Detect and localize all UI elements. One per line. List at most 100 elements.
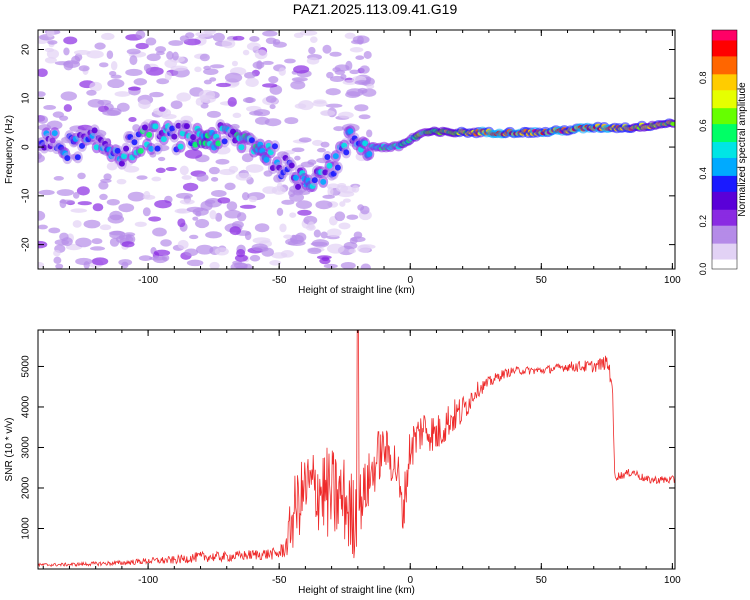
colorbar-frame bbox=[711, 29, 738, 270]
colorbar-cell bbox=[712, 67, 737, 71]
spectrogram-noise-blob bbox=[251, 243, 268, 252]
colorbar-cell bbox=[712, 221, 737, 224]
spectrogram-noise-blob bbox=[158, 106, 166, 112]
spectrogram-noise-blob bbox=[320, 231, 328, 239]
spectrogram-noise-blob bbox=[329, 75, 345, 82]
spectrogram-noise-blob bbox=[116, 102, 130, 112]
colorbar-cell bbox=[712, 97, 737, 101]
spectrogram-noise-blob bbox=[254, 49, 268, 60]
colorbar-cell bbox=[712, 35, 737, 39]
spectrogram-noise-blob bbox=[176, 208, 187, 214]
spectrogram-noise-blob bbox=[164, 59, 178, 68]
spectrogram-noise-blob bbox=[75, 257, 93, 266]
colorbar-tick-label: 0.4 bbox=[698, 167, 708, 180]
colorbar-cell bbox=[712, 235, 737, 238]
spectrogram-noise-blob bbox=[285, 238, 299, 246]
spectrogram-noise-blob bbox=[135, 30, 146, 40]
colorbar-cell bbox=[712, 129, 737, 133]
colorbar-cell bbox=[712, 77, 737, 81]
spectrogram-noise-blob bbox=[157, 156, 166, 162]
spectrogram-noise-blob bbox=[53, 249, 61, 257]
spectrogram-noise-blob bbox=[326, 228, 342, 238]
colorbar-cell bbox=[712, 51, 737, 55]
spec-ylabel: Frequency (Hz) bbox=[4, 115, 15, 184]
spectrogram-noise-blob bbox=[246, 42, 261, 51]
colorbar-cell bbox=[712, 209, 737, 212]
colorbar-cell bbox=[712, 57, 737, 61]
colorbar-cell bbox=[712, 153, 737, 156]
colorbar-cell bbox=[712, 85, 737, 89]
spectrogram-noise-blob bbox=[264, 118, 282, 127]
colorbar-cell bbox=[712, 223, 737, 226]
spectrogram-noise-blob bbox=[107, 78, 125, 89]
spectrogram-noise-blob bbox=[136, 175, 148, 180]
colorbar-cell bbox=[712, 75, 737, 79]
spec-xtick-label: -50 bbox=[272, 275, 287, 286]
spectrogram-noise-blob bbox=[121, 241, 135, 248]
colorbar-cell bbox=[712, 175, 737, 178]
spectrogram-noise-blob bbox=[182, 182, 199, 192]
spectrogram-noise-blob bbox=[72, 192, 80, 199]
spectrogram-noise-blob bbox=[56, 189, 75, 196]
colorbar-cell bbox=[712, 33, 737, 37]
spectrogram-core bbox=[295, 183, 302, 190]
spectrogram-noise-blob bbox=[146, 53, 161, 62]
spectrogram-noise-blob bbox=[143, 191, 151, 199]
spectrogram-noise-blob bbox=[59, 115, 69, 121]
spectrogram-noise-blob bbox=[348, 248, 357, 254]
spectrogram-noise-blob bbox=[99, 62, 109, 68]
snr-xlabel: Height of straight line (km) bbox=[298, 585, 415, 596]
colorbar-cell bbox=[712, 31, 737, 35]
spectrogram-noise-blob bbox=[38, 115, 49, 124]
spectrogram-noise-blob bbox=[109, 210, 123, 221]
spectrogram-noise-blob bbox=[346, 214, 359, 220]
spectrogram-noise-blob bbox=[342, 198, 351, 203]
spectrogram-noise-blob bbox=[177, 239, 189, 250]
spectrogram-noise-blob bbox=[224, 182, 236, 191]
spectrogram-noise-blob bbox=[339, 201, 346, 207]
spectrogram-noise-blob bbox=[276, 207, 284, 217]
spectrogram-noise-blob bbox=[242, 49, 250, 56]
spectrogram-noise-blob bbox=[138, 255, 153, 262]
colorbar-cell bbox=[712, 115, 737, 119]
colorbar-cell bbox=[712, 117, 737, 121]
spectrogram-noise-blob bbox=[138, 99, 151, 110]
spectrogram-noise-blob bbox=[78, 65, 90, 72]
spectrogram-noise-blob bbox=[303, 215, 318, 225]
spectrogram-noise-blob bbox=[281, 199, 295, 205]
colorbar-cell bbox=[712, 143, 737, 147]
spectrogram-core bbox=[152, 123, 159, 130]
colorbar-cell bbox=[712, 119, 737, 123]
spectrogram-core bbox=[263, 156, 270, 163]
spectrogram-noise-blob bbox=[307, 247, 322, 255]
spectrogram-core bbox=[154, 145, 161, 152]
spectrogram-noise-blob bbox=[209, 77, 217, 82]
spectrogram-noise-blob bbox=[284, 58, 296, 64]
spectrogram-core bbox=[670, 121, 675, 126]
spectrogram-core bbox=[51, 130, 58, 137]
spectrogram-noise-blob bbox=[176, 92, 192, 102]
spectrogram-noise-blob bbox=[72, 220, 82, 228]
colorbar-cell bbox=[712, 239, 737, 242]
colorbar-cell bbox=[712, 183, 737, 186]
colorbar-cell bbox=[712, 195, 737, 198]
spectrogram-noise-blob bbox=[160, 239, 172, 247]
spec-xtick-label: 100 bbox=[664, 275, 681, 286]
colorbar-cell bbox=[712, 199, 737, 202]
spectrogram-noise-blob bbox=[103, 173, 112, 181]
spectrogram-noise-blob bbox=[262, 30, 278, 37]
spectrogram-noise-blob bbox=[63, 47, 70, 56]
spectrogram-noise-blob bbox=[366, 84, 375, 89]
colorbar-cell bbox=[712, 257, 737, 260]
spectrogram-noise-blob bbox=[91, 238, 103, 245]
spectrogram-noise-blob bbox=[338, 111, 354, 119]
colorbar-cell bbox=[712, 69, 737, 73]
spectrogram-noise-blob bbox=[306, 57, 320, 65]
spectrogram-core bbox=[366, 151, 373, 158]
spectrogram-noise-blob bbox=[177, 218, 186, 228]
spectrogram-core bbox=[238, 144, 245, 151]
spectrogram-noise-blob bbox=[217, 197, 231, 204]
spectrogram-noise-blob bbox=[269, 260, 282, 266]
colorbar-cell bbox=[712, 187, 737, 190]
